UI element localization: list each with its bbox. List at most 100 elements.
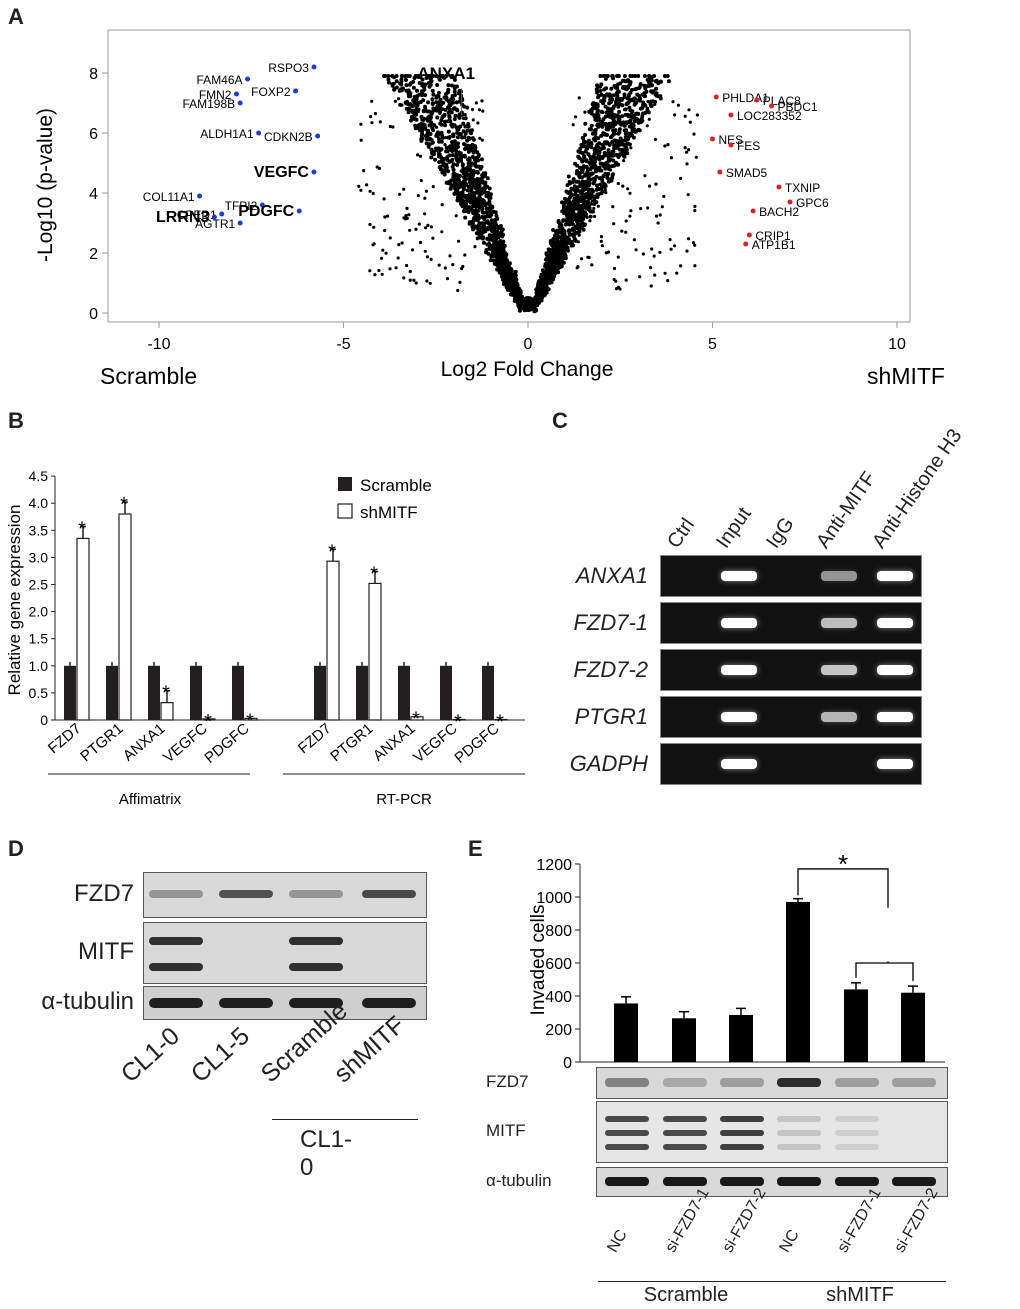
blot-d-strip (143, 922, 427, 984)
up-gene-point (713, 94, 719, 100)
blot-band (289, 937, 343, 945)
bar-b-category-label: PTGR1 (77, 720, 126, 765)
bar-scramble (148, 665, 160, 720)
up-gene-point (776, 184, 782, 190)
blot-band (777, 1116, 821, 1122)
bar-scramble (106, 665, 118, 720)
blot-band (149, 937, 203, 945)
bar-invaded-cells (844, 989, 868, 1062)
down-gene-point (237, 100, 243, 106)
blot-band (835, 1144, 879, 1150)
blot-band (835, 1116, 879, 1122)
down-gene-point (311, 64, 317, 70)
down-gene-label: FAM198B (182, 97, 235, 111)
volcano-right-group: shMITF (867, 363, 945, 389)
bar-b-y-tick-label: 4.5 (29, 468, 49, 484)
bar-e-y-tick-label: 200 (545, 1022, 572, 1039)
chip-band (721, 712, 757, 722)
bar-e-y-tick-label: 0 (563, 1055, 572, 1072)
down-gene-label: LRRN3 (156, 209, 209, 226)
blot-band (149, 998, 203, 1008)
up-gene-label: ATP1B1 (752, 238, 796, 252)
significance-star: * (120, 494, 128, 516)
bar-shmitf (202, 718, 216, 721)
bar-shmitf (326, 560, 340, 721)
bar-scramble (356, 665, 368, 720)
bar-b-y-tick-label: 4.0 (29, 495, 49, 511)
volcano-x-tick-label: -5 (336, 336, 350, 353)
chip-row-label: FZD7-1 (573, 610, 648, 635)
bar-e-y-tick-label: 600 (545, 956, 572, 973)
up-gene-label: BACH2 (759, 205, 799, 219)
blot-d-strip (143, 986, 427, 1020)
panel-label-e: E (468, 836, 483, 861)
down-gene-label: FMN2 (199, 88, 232, 102)
bar-invaded-cells (786, 901, 810, 1062)
down-gene-point (296, 208, 302, 214)
blot-band (289, 998, 343, 1008)
blot-band (605, 1078, 649, 1087)
bar-shmitf (452, 718, 466, 721)
bar-e-y-tick-label: 400 (545, 989, 572, 1006)
blot-band (149, 890, 203, 898)
bar-invaded-cells (729, 1014, 753, 1062)
chip-lane-label: Anti-Histone H3 (868, 425, 967, 553)
significance-star: * (78, 519, 86, 541)
blot-band (720, 1144, 764, 1150)
up-gene-label: TXNIP (785, 181, 820, 195)
blot-d-lane-label: CL1-0 (115, 1021, 185, 1089)
blot-band (663, 1144, 707, 1150)
bar-scramble (314, 665, 326, 720)
panel-label-a: A (8, 4, 24, 29)
bar-b-y-tick-label: 0 (40, 712, 48, 728)
significance-star: * (328, 541, 336, 563)
volcano-left-group: Scramble (100, 363, 197, 389)
up-gene-label: CRIP1 (755, 229, 791, 243)
blot-band (892, 1177, 936, 1186)
significance-bracket-bottom (855, 961, 914, 982)
blot-e-row-label: α-tubulin (486, 1171, 552, 1190)
chip-gel-strip (660, 649, 922, 691)
bar-scramble (190, 665, 202, 720)
up-gene-label: GPC6 (796, 196, 829, 210)
chip-row-label: PTGR1 (574, 704, 648, 729)
chip-band (821, 618, 857, 628)
blot-band (720, 1130, 764, 1136)
down-gene-label: FOXP2 (251, 85, 291, 99)
significance-star-e: * (838, 850, 848, 879)
up-gene-point (787, 199, 793, 205)
down-gene-label: PDGFC (238, 203, 294, 220)
down-gene-label: COL11A1 (143, 190, 195, 204)
down-gene-label: FAM46A (197, 73, 243, 87)
chip-lane-label: IgG (762, 513, 799, 553)
chip-gel-strip (660, 743, 922, 785)
down-gene-label: TFPI2 (225, 199, 258, 213)
chip-row-label: GADPH (569, 751, 648, 776)
up-gene-point (750, 208, 756, 214)
chip-band (877, 665, 913, 675)
blot-band (720, 1177, 764, 1186)
volcano-y-tick-label: 0 (89, 306, 98, 323)
blot-band (605, 1116, 649, 1122)
bar-shmitf (368, 582, 382, 721)
down-gene-point (219, 211, 225, 217)
down-gene-label: VEGFC (254, 164, 310, 181)
bar-shmitf (76, 537, 90, 721)
chip-band (877, 618, 913, 628)
down-gene-point (315, 133, 321, 139)
blot-e-group-line (774, 1281, 946, 1282)
bar-b-y-tick-label: 1.0 (29, 658, 49, 674)
chip-band (821, 665, 857, 675)
highlight-gene-label: ANXA1 (417, 64, 475, 83)
up-gene-point (728, 142, 734, 148)
chip-row-label: ANXA1 (575, 563, 648, 588)
blot-band (835, 1078, 879, 1087)
volcano-x-axis-label: Log2 Fold Change (441, 358, 614, 381)
down-gene-point (245, 76, 251, 82)
blot-band (720, 1078, 764, 1087)
significance-star: * (496, 711, 504, 733)
bar-shmitf (494, 718, 508, 721)
down-gene-point (293, 88, 299, 94)
bar-shmitf (160, 702, 174, 721)
chip-band (877, 759, 913, 769)
